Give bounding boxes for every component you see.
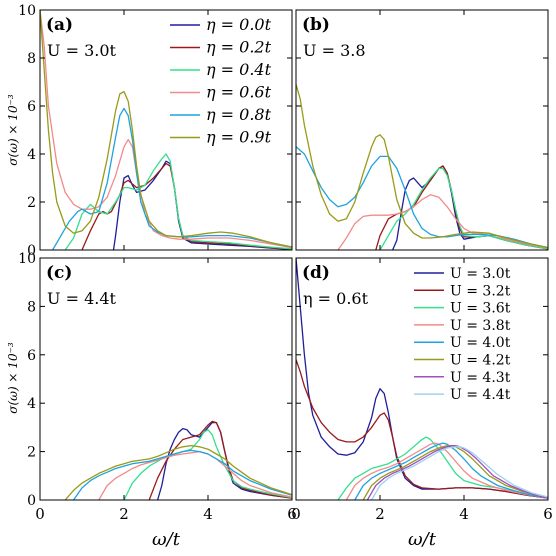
panel-annotation: U = 4.4t (47, 289, 117, 308)
series-line (112, 160, 292, 250)
legend-entry: U = 3.0t (450, 266, 511, 282)
series-line (40, 10, 292, 249)
legend-entry: η = 0.4t (206, 60, 272, 79)
legend-entry: η = 0.2t (206, 38, 272, 57)
series-line (337, 194, 548, 251)
series-line (366, 444, 548, 500)
legend-entry: U = 4.0t (450, 335, 511, 351)
series-group (296, 258, 548, 500)
legend-entry: η = 0.9t (206, 128, 272, 147)
series-line (296, 359, 548, 499)
series-line (123, 429, 292, 500)
axes-frame (295, 9, 549, 251)
series-line (337, 436, 548, 500)
y-tick-label: 2 (27, 445, 36, 461)
x-axis-label: ω/t (408, 529, 437, 550)
x-tick-label: 0 (35, 505, 45, 523)
series-line (40, 10, 292, 248)
y-tick-label: 0 (27, 243, 36, 259)
legend-entry: U = 3.6t (450, 301, 511, 317)
panel-label: (c) (46, 263, 72, 283)
x-tick-label: 2 (119, 505, 129, 523)
series-line (371, 446, 548, 500)
series-line (296, 146, 548, 249)
legend: η = 0.0t η = 0.2t η = 0.4t η = 0.6t η = 0.8t… (170, 15, 272, 147)
panel-annotation: U = 3.8 (303, 41, 366, 60)
y-tick-label: 10 (18, 3, 36, 19)
series-line (73, 449, 292, 500)
series-group (40, 10, 292, 250)
legend-entry: η = 0.6t (206, 83, 272, 102)
axes-frame (39, 257, 293, 501)
x-tick-label: 6 (287, 505, 297, 523)
panel-label: (d) (302, 263, 330, 283)
y-axis-label: σ(ω) × 10⁻³ (6, 342, 20, 414)
series-group (296, 84, 548, 251)
y-tick-label: 6 (27, 99, 36, 115)
series-line (98, 450, 292, 500)
series-line (156, 421, 292, 500)
panel-d: 0 2 4 6(d)η = 0.6tU = 3.0tU = 3.2tU = 3.6tU… (291, 257, 553, 523)
legend-entry: η = 0.0t (206, 15, 272, 34)
legend-entry: U = 3.2t (450, 283, 511, 299)
y-tick-label: 2 (27, 195, 36, 211)
legend-entry: U = 3.8t (450, 318, 511, 334)
panel-b: (b) U = 3.8 (295, 9, 549, 251)
x-tick-label: 6 (543, 505, 553, 523)
y-tick-label: 4 (27, 396, 36, 412)
x-tick-label: 4 (459, 505, 469, 523)
x-tick-label: 4 (203, 505, 213, 523)
series-line (64, 153, 292, 250)
series-line (379, 167, 548, 251)
series-line (52, 107, 292, 250)
axes-frame (39, 9, 293, 251)
series-line (345, 442, 548, 500)
panel-annotation: U = 3.0t (47, 41, 117, 60)
series-group (64, 420, 292, 500)
panel-label: (b) (302, 15, 330, 35)
y-tick-label: 6 (27, 348, 36, 364)
legend-entry: U = 4.3t (450, 370, 511, 386)
series-line (354, 442, 548, 500)
x-axis-label: ω/t (152, 529, 181, 550)
series-line (64, 444, 292, 500)
y-tick-label: 4 (27, 147, 36, 163)
series-line (148, 420, 292, 500)
series-line (296, 84, 548, 249)
y-tick-label: 0 (27, 493, 36, 509)
panel-annotation: η = 0.6t (303, 289, 369, 308)
x-tick-label: 2 (375, 505, 385, 523)
panel-c: 0 2 4 6 8 10 0 2 4 6 (c) U = 4.4t (18, 251, 297, 523)
legend-entry: η = 0.8t (206, 105, 272, 124)
legend-entry: U = 4.2t (450, 353, 511, 369)
y-axis-label: σ(ω) × 10⁻³ (6, 94, 20, 166)
panel-label: (a) (46, 15, 73, 35)
series-line (362, 444, 548, 500)
legend: U = 3.0tU = 3.2t U = 3.6tU = 3.8tU = 4.0t… (414, 266, 511, 403)
x-tick-label: 0 (291, 505, 301, 523)
y-tick-label: 8 (27, 299, 36, 315)
y-tick-label: 8 (27, 51, 36, 67)
legend-entry: U = 4.4t (450, 387, 511, 403)
y-tick-label: 10 (18, 251, 36, 267)
axes-frame (295, 257, 549, 501)
